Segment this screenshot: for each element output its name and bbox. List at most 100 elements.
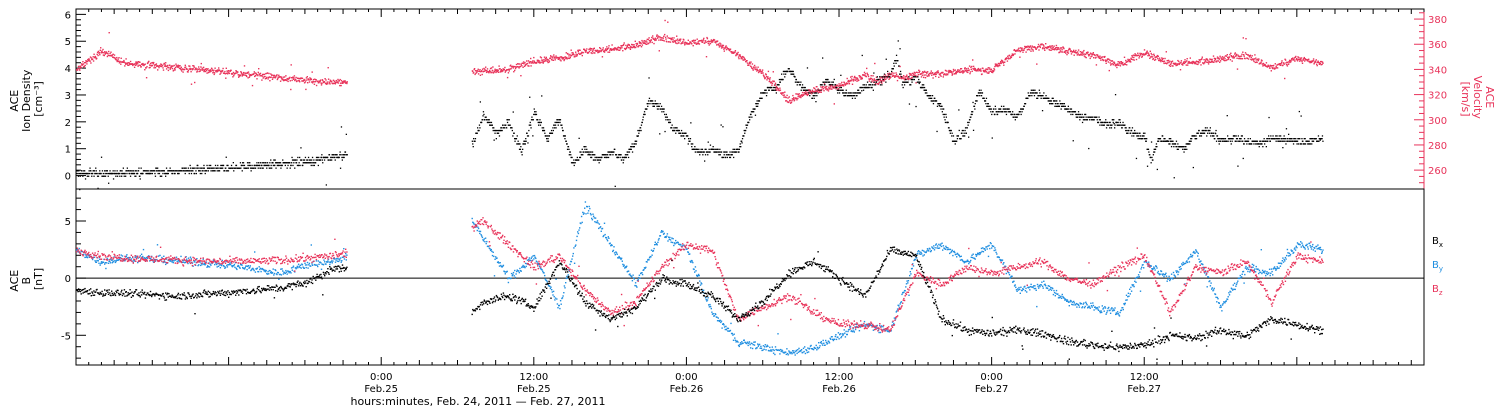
density-point [322, 162, 324, 164]
velocity-point [771, 82, 774, 85]
velocity-point [776, 89, 778, 91]
velocity-point [883, 80, 885, 82]
velocity-point [671, 38, 673, 40]
density-point [950, 129, 952, 132]
density-point [799, 84, 801, 86]
density-point [200, 170, 202, 172]
density-point [538, 121, 541, 124]
velocity-point [292, 78, 295, 80]
density-point [554, 121, 556, 124]
density-point [1204, 129, 1206, 132]
density-point [740, 146, 742, 148]
velocity-point [1158, 57, 1161, 59]
velocity-point [1199, 61, 1201, 63]
velocity-point [704, 40, 707, 42]
velocity-point [762, 74, 765, 76]
velocity-point [623, 43, 625, 46]
velocity-point [92, 56, 94, 58]
density-point [682, 132, 684, 134]
density-point [539, 124, 542, 126]
density-point [764, 89, 766, 91]
velocity-point [522, 66, 524, 68]
density-point [1043, 92, 1045, 94]
velocity-point [975, 69, 977, 71]
density-point [1189, 143, 1191, 145]
density-point [1292, 138, 1294, 140]
velocity-point [307, 82, 309, 84]
velocity-point [341, 82, 343, 84]
density-point [511, 127, 513, 129]
density-point [1030, 89, 1032, 91]
density-point [482, 115, 484, 117]
velocity-point [1175, 64, 1178, 66]
density-point [1132, 132, 1134, 134]
density-point [495, 138, 497, 140]
density-point [1176, 146, 1178, 148]
velocity-point [1236, 68, 1239, 70]
velocity-point [315, 84, 318, 87]
velocity-point [211, 69, 214, 71]
velocity-point [930, 70, 932, 72]
density-point [1144, 132, 1146, 134]
density-point [296, 164, 299, 167]
density-point [1232, 138, 1234, 140]
velocity-point [765, 75, 768, 78]
velocity-point [1197, 63, 1199, 66]
velocity-point [834, 86, 836, 89]
velocity-point [867, 74, 869, 76]
density-point [879, 78, 881, 81]
velocity-point [1130, 57, 1132, 59]
velocity-point [1002, 62, 1005, 64]
velocity-point [982, 67, 984, 70]
velocity-point [184, 64, 186, 66]
velocity-point [177, 65, 179, 67]
density-point [1230, 143, 1232, 145]
velocity-point [955, 73, 957, 75]
density-point [558, 121, 560, 124]
density-point [785, 73, 787, 75]
density-tick-label: 2 [65, 118, 71, 129]
velocity-point [1068, 49, 1070, 51]
velocity-point [1096, 54, 1098, 56]
velocity-point [1131, 55, 1133, 57]
velocity-point [1012, 53, 1014, 55]
density-point [1113, 123, 1115, 125]
velocity-point [951, 72, 953, 74]
velocity-point [952, 71, 954, 73]
density-point [1296, 143, 1298, 145]
velocity-point [548, 61, 550, 63]
velocity-point [1130, 58, 1133, 60]
density-point [863, 86, 865, 89]
velocity-point [278, 74, 280, 76]
velocity-point [226, 72, 228, 74]
velocity-point [880, 76, 882, 78]
density-point [568, 148, 570, 150]
density-point [1088, 116, 1090, 118]
velocity-point [873, 79, 875, 82]
density-point [558, 119, 561, 121]
velocity-point [1007, 57, 1009, 59]
density-point [121, 175, 123, 177]
density-point [1064, 105, 1066, 107]
velocity-point [1251, 55, 1253, 57]
velocity-point [197, 68, 199, 70]
density-point [932, 100, 934, 102]
velocity-point [202, 68, 204, 71]
velocity-point [1085, 53, 1087, 56]
density-point [177, 170, 180, 172]
density-point [101, 175, 103, 177]
velocity-point [1124, 63, 1126, 66]
velocity-point [280, 77, 283, 79]
velocity-point [540, 61, 542, 64]
velocity-point [127, 62, 129, 64]
density-point [628, 148, 630, 150]
density-point [700, 148, 702, 150]
density-point [1270, 135, 1272, 137]
density-point [893, 65, 895, 67]
density-point [1277, 138, 1280, 140]
density-point [1141, 138, 1143, 140]
velocity-point [672, 39, 674, 41]
density-point [999, 111, 1001, 113]
density-point [1295, 138, 1297, 140]
density-point [949, 129, 951, 132]
